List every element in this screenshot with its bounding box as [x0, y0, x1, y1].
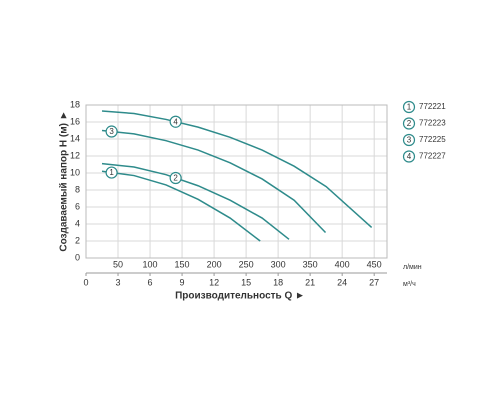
series-badge: [402, 100, 416, 114]
x-axis-label: Производительность Q ►: [175, 291, 305, 302]
x-tick-label: 100: [143, 259, 158, 269]
x-tick-label: 400: [335, 259, 350, 269]
x-tick-label: 250: [239, 259, 254, 269]
y-tick-label: 6: [75, 201, 80, 211]
series-number: 1: [407, 103, 412, 112]
plot-frame: [85, 104, 388, 259]
y-tick-label: 0: [75, 252, 80, 262]
y-tick-label: 12: [70, 150, 80, 160]
x-tick-label: 200: [207, 259, 222, 269]
x2-tick-label: 12: [209, 277, 219, 287]
y-tick-label: 16: [70, 116, 80, 126]
x2-tick-label: 3: [116, 277, 121, 287]
legend-label: 772225: [419, 135, 446, 144]
curve: [101, 129, 327, 234]
x-tick-label: 350: [303, 259, 318, 269]
x-tick-label: 150: [175, 259, 190, 269]
y-tick-label: 2: [75, 235, 80, 245]
y-tick-label: 14: [70, 133, 80, 143]
legend-label: 772223: [419, 119, 446, 128]
series-number: 3: [109, 127, 114, 136]
y-axis-label: Создаваемый напор H (м) ►: [59, 110, 70, 251]
series-number: 1: [109, 168, 114, 177]
series-number: 3: [407, 136, 412, 145]
legend-label: 772221: [419, 102, 446, 111]
x2-tick-label: 6: [148, 277, 153, 287]
series-badge: [169, 171, 182, 185]
x2-tick-label: 15: [241, 277, 251, 287]
series-number: 2: [173, 174, 178, 183]
series-number: 4: [173, 117, 178, 126]
series-badge: [402, 150, 416, 163]
y-tick-label: 18: [70, 99, 80, 109]
x2-tick-label: 18: [273, 277, 283, 287]
x-tick-label: 450: [367, 259, 382, 269]
x2-tick-label: 0: [83, 277, 88, 287]
y-tick-label: 10: [70, 167, 80, 177]
x-tick-label: 300: [271, 259, 286, 269]
x2-unit: м³/ч: [403, 281, 416, 288]
y-tick-label: 4: [75, 218, 80, 228]
legend-label: 772227: [419, 152, 446, 161]
x-tick-label: 50: [113, 259, 123, 269]
series-badge: [402, 117, 416, 130]
x-unit: л/мин: [403, 264, 422, 271]
curve: [101, 170, 261, 242]
series-badge: [105, 166, 118, 179]
series-badge: [105, 125, 118, 138]
x2-tick-label: 27: [369, 277, 379, 287]
curve: [101, 110, 373, 228]
series-number: 2: [407, 119, 412, 128]
series-number: 4: [407, 152, 412, 161]
series-badge: [169, 115, 182, 128]
y-tick-label: 8: [75, 184, 80, 194]
x2-tick-label: 21: [305, 277, 315, 287]
x2-tick-label: 9: [180, 277, 185, 287]
curve: [101, 162, 290, 240]
series-badge: [402, 133, 416, 147]
x2-tick-label: 24: [337, 277, 347, 287]
